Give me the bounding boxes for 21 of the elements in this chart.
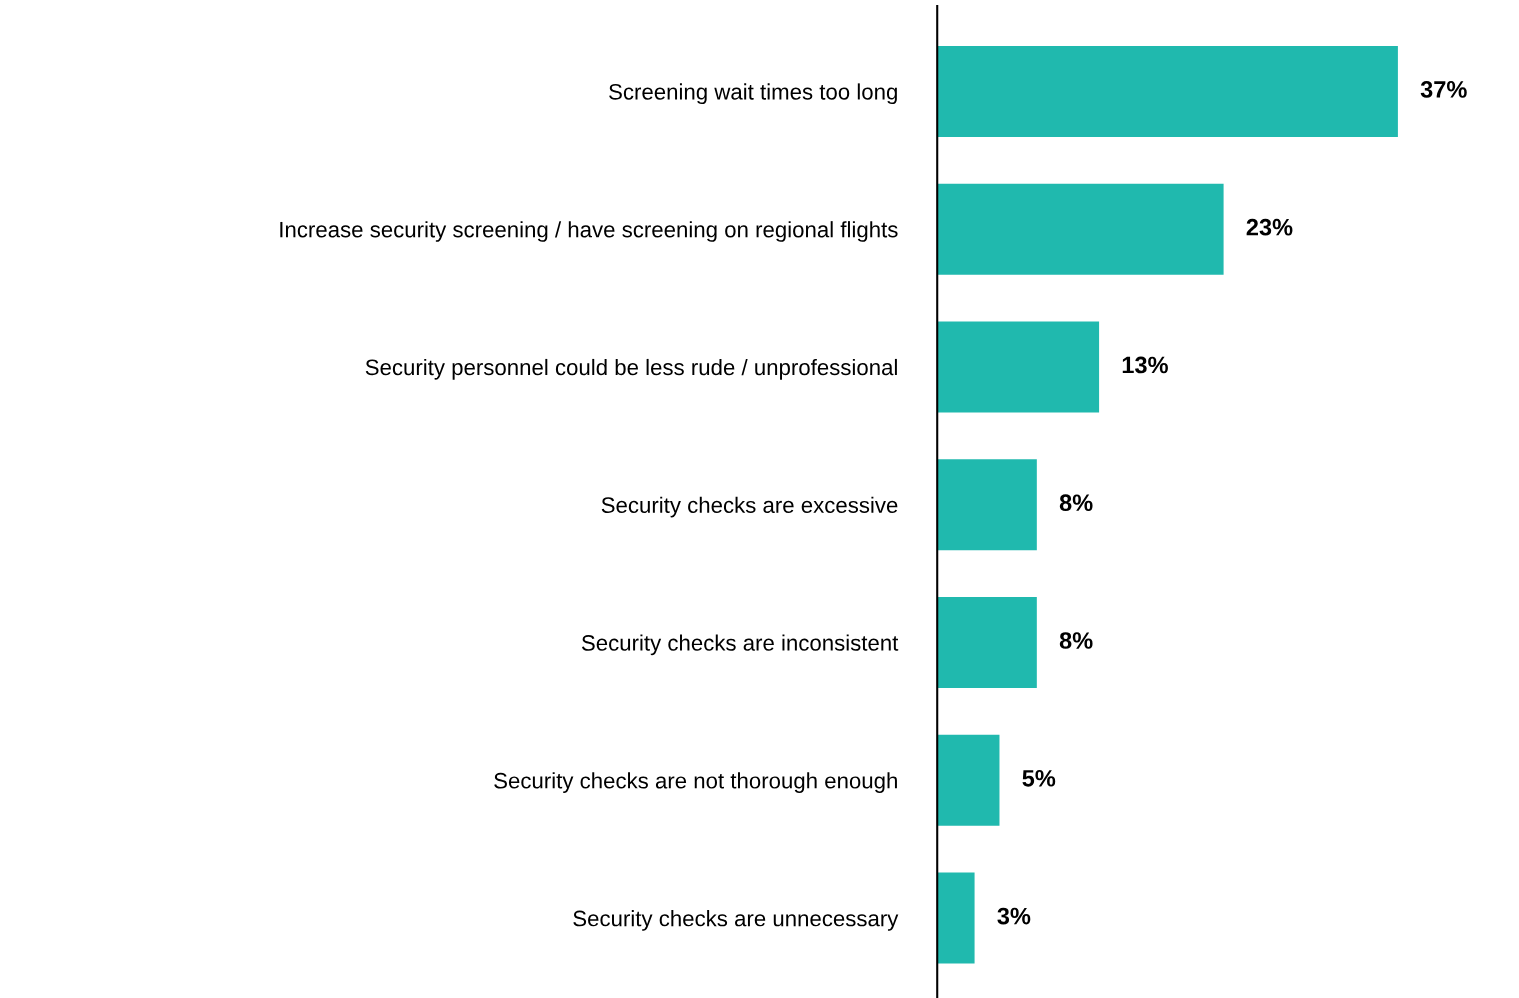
y-tick-label: Security checks are excessive	[601, 496, 898, 518]
y-tick-label: Increase security screening / have screening on regional flights	[280, 221, 898, 242]
bar	[937, 597, 1037, 688]
bar	[937, 872, 975, 964]
data-label: 23%	[1246, 218, 1293, 236]
y-tick-label: Security checks are unnecessary	[573, 910, 899, 931]
data-label: 13%	[1122, 356, 1168, 374]
data-label: 8%	[1059, 494, 1093, 512]
data-label: 8%	[1059, 632, 1093, 649]
bar	[937, 183, 1224, 275]
bar	[937, 45, 1398, 137]
bar	[937, 321, 1100, 413]
bar	[937, 734, 1000, 826]
y-tick-label: Security checks are not thorough enough	[494, 772, 897, 793]
y-tick-label: Screening wait times too long	[609, 83, 897, 105]
y-tick-label: Security checks are inconsistent	[581, 634, 899, 656]
data-label: 5%	[1022, 769, 1056, 787]
data-label: 3%	[997, 907, 1031, 925]
bar	[937, 459, 1037, 551]
data-label: 37%	[1420, 81, 1467, 98]
y-tick-label: Security personnel could be less rude / unprofessional	[365, 358, 897, 380]
